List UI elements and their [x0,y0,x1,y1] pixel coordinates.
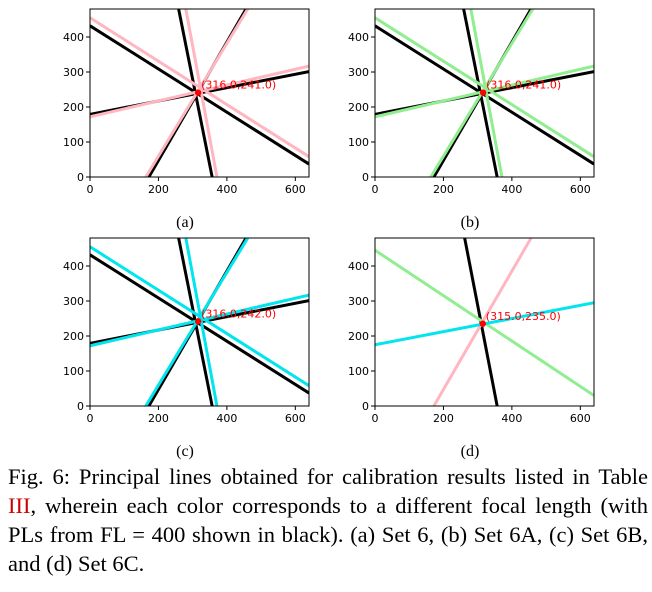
y-tick-label: 0 [362,400,369,413]
x-tick-label: 200 [433,183,454,196]
axes-frame [89,8,310,178]
x-tick-label: 600 [570,183,591,196]
caption-text-1: Fig. 6: Principal lines obtained for cal… [8,464,648,489]
table-reference-link[interactable]: III [8,493,31,518]
y-tick-label: 200 [63,101,84,114]
chart-panel-c: (316.0,242.0) 0 200 400 600 0 100 200 300 400 (c) [63,237,310,460]
x-tick-label: 400 [501,412,522,425]
y-tick-label: 400 [348,260,369,273]
axes-frame [374,237,595,407]
x-tick-label: 600 [285,412,306,425]
x-tick-label: 400 [216,412,237,425]
subfigure-caption: (d) [461,443,480,460]
x-tick-label: 0 [87,412,94,425]
x-tick-label: 200 [148,412,169,425]
principal-lines [90,238,309,406]
x-tick-label: 200 [148,183,169,196]
chart-panel-a: (316.0,241.0) 0 200 400 600 0 100 200 300 400 (a) [63,8,310,231]
y-tick-label: 300 [63,66,84,79]
principal-point-marker [479,320,486,327]
y-tick-label: 0 [77,400,84,413]
y-tick-label: 200 [63,330,84,343]
principal-point-marker [194,318,202,325]
principal-line-1-3 [184,238,219,406]
x-tick-label: 600 [570,412,591,425]
y-tick-label: 400 [63,260,84,273]
principal-line-1-3 [469,9,504,177]
y-tick-label: 100 [63,365,84,378]
y-tick-label: 400 [63,31,84,44]
y-tick-label: 100 [63,136,84,149]
y-tick-label: 0 [77,171,84,184]
subfigure-caption: (a) [176,214,194,231]
y-tick-label: 0 [362,171,369,184]
y-tick-label: 400 [348,31,369,44]
principal-point-label: (316.0,241.0) [486,79,561,92]
y-tick-label: 200 [348,330,369,343]
principal-point-label: (315.0,235.0) [486,310,561,323]
y-tick-label: 200 [348,101,369,114]
principal-point-marker [479,89,487,96]
x-tick-label: 0 [372,183,379,196]
x-tick-label: 600 [285,183,306,196]
principal-point-label: (316.0,241.0) [201,79,276,92]
chart-panel-b: (316.0,241.0) 0 200 400 600 0 100 200 300 400 (b) [348,8,595,231]
y-tick-label: 300 [348,295,369,308]
y-tick-label: 300 [348,66,369,79]
x-tick-label: 0 [372,412,379,425]
x-tick-label: 200 [433,412,454,425]
axes-frame [374,8,595,178]
principal-line-1-3 [184,9,219,177]
chart-panel-d: (315.0,235.0) 0 200 400 600 0 100 200 300 400 (d) [348,237,595,460]
caption-text-2: , wherein each color corresponds to a di… [8,493,648,576]
x-tick-label: 0 [87,183,94,196]
y-tick-label: 100 [348,136,369,149]
y-tick-label: 100 [348,365,369,378]
subfigure-caption: (b) [461,214,480,231]
y-tick-label: 300 [63,295,84,308]
principal-point-label: (316.0,242.0) [201,307,276,320]
subfigure-caption: (c) [176,443,194,460]
axes-frame [89,237,310,407]
figure-panels: (316.0,241.0)0 200 400 6000100200300400(a)(… [63,8,595,460]
figure-caption: Fig. 6: Principal lines obtained for cal… [8,462,648,578]
x-tick-label: 400 [216,183,237,196]
principal-point-marker [194,89,202,96]
x-tick-label: 400 [501,183,522,196]
